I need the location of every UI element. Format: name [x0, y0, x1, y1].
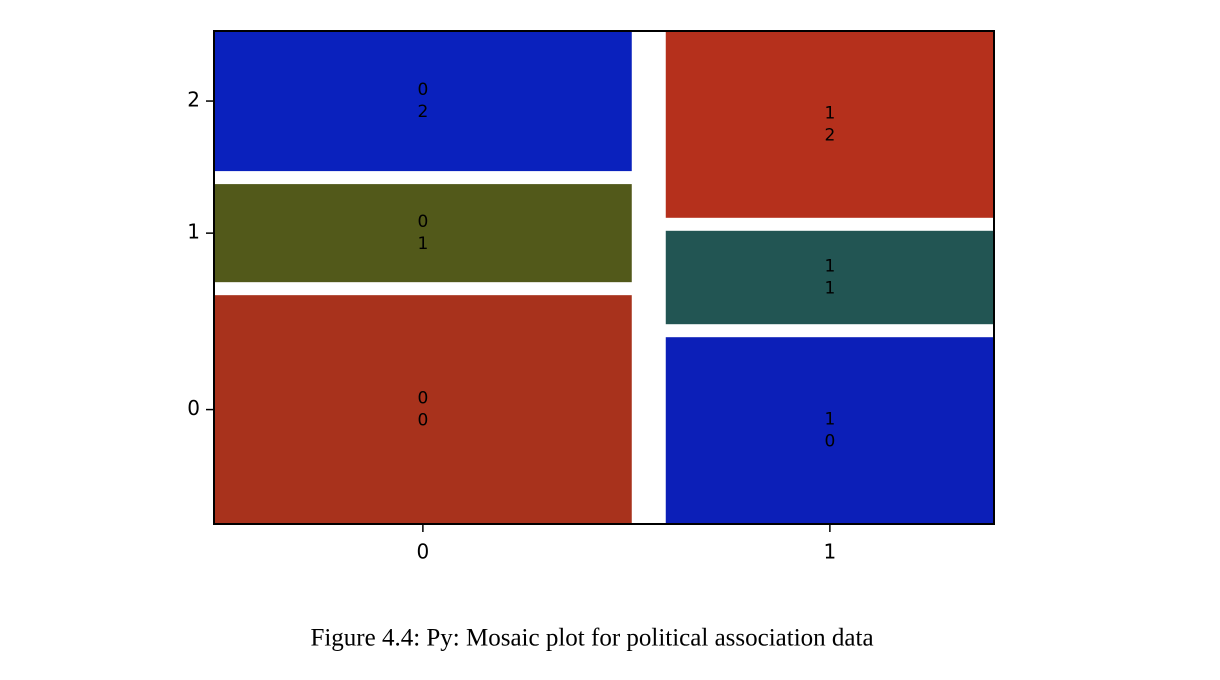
tile-label: 1	[824, 410, 835, 430]
tile	[214, 31, 632, 172]
y-tick-label: 1	[187, 220, 200, 244]
tile-label: 1	[824, 257, 835, 277]
plot-frame	[213, 30, 995, 525]
tile-label: 1	[824, 103, 835, 123]
x-tick-label: 0	[417, 540, 430, 564]
tile-label: 0	[824, 432, 835, 452]
tile-label: 1	[417, 234, 428, 254]
tile-label: 2	[417, 102, 428, 122]
tile	[665, 337, 994, 524]
y-tick-label: 0	[187, 396, 200, 420]
tile-label: 0	[417, 80, 428, 100]
tile-label: 2	[824, 125, 835, 145]
tile	[665, 230, 994, 325]
tile	[214, 295, 632, 524]
tile-label: 0	[417, 212, 428, 232]
x-tick-label: 1	[824, 540, 837, 564]
tile-label: 1	[824, 279, 835, 299]
tile-label: 0	[417, 411, 428, 431]
caption: Figure 4.4: Py: Mosaic plot for politica…	[310, 625, 873, 652]
tile	[214, 184, 632, 283]
tile-label: 0	[417, 389, 428, 409]
y-tick-label: 2	[187, 88, 200, 112]
tile	[665, 31, 994, 218]
